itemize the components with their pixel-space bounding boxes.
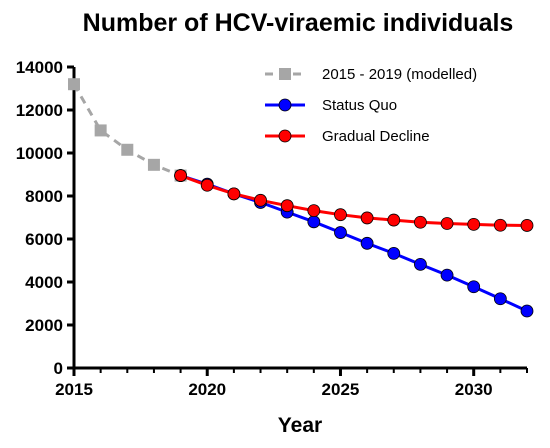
data-point-circle	[493, 292, 507, 306]
legend: 2015 - 2019 (modelled) Status Quo Gradual …	[265, 66, 477, 145]
data-point-circle	[467, 280, 481, 294]
data-point-circle	[387, 247, 401, 260]
y-tick-label: 8000	[25, 187, 63, 206]
data-point-circle	[280, 199, 294, 213]
data-point-circle	[200, 178, 214, 192]
data-point-circle	[414, 257, 427, 271]
series-line	[72, 83, 182, 177]
data-point-square	[68, 78, 80, 91]
series-layer	[68, 78, 534, 318]
data-point-circle	[414, 215, 427, 229]
x-tick-label: 2015	[55, 380, 93, 399]
data-point-circle	[360, 211, 374, 225]
data-point-circle	[227, 187, 241, 201]
data-point-circle	[520, 304, 534, 318]
data-point-circle	[174, 169, 187, 182]
data-point-circle	[334, 226, 347, 239]
legend-label: 2015 - 2019 (modelled)	[322, 66, 477, 83]
data-point-circle	[307, 204, 321, 218]
data-point-circle	[440, 217, 454, 230]
data-point-square	[147, 158, 160, 171]
x-tick-label: 2030	[455, 380, 493, 399]
data-point-circle	[278, 98, 292, 112]
data-point-circle	[493, 218, 507, 232]
data-point-circle	[467, 217, 481, 231]
x-axis-title: Year	[278, 414, 322, 437]
y-tick-label: 12000	[16, 101, 63, 120]
y-tick-label: 6000	[25, 230, 63, 249]
legend-label: Status Quo	[322, 97, 397, 114]
data-point-circle	[334, 208, 347, 222]
y-tick-label: 2000	[25, 316, 63, 335]
data-point-circle	[254, 193, 267, 207]
data-point-circle	[520, 219, 534, 232]
y-tick-label: 10000	[16, 144, 63, 163]
legend-label: Gradual Decline	[322, 128, 430, 145]
series-2	[174, 169, 534, 232]
data-point-circle	[278, 129, 292, 143]
chart-title: Number of HCV-viraemic individuals	[83, 9, 514, 37]
data-point-circle	[387, 213, 401, 227]
series-line	[180, 174, 528, 227]
x-tick-label: 2025	[322, 380, 360, 399]
data-point-circle	[360, 236, 374, 250]
data-point-square	[279, 68, 291, 80]
data-point-square	[121, 143, 134, 156]
legend-item: Gradual Decline	[265, 128, 430, 145]
data-point-circle	[440, 268, 454, 282]
axes: 0 2000 4000 6000 8000 10000 12000 14000 2015 2020…	[16, 58, 528, 399]
y-tick-label: 4000	[25, 273, 63, 292]
legend-item: Status Quo	[265, 97, 397, 114]
data-point-square	[94, 124, 107, 137]
data-point-circle	[307, 215, 321, 229]
legend-item: 2015 - 2019 (modelled)	[265, 66, 477, 83]
series-0	[68, 78, 187, 182]
y-tick-label: 14000	[16, 58, 63, 77]
x-tick-label: 2020	[188, 380, 226, 399]
y-tick-label: 0	[54, 359, 63, 378]
